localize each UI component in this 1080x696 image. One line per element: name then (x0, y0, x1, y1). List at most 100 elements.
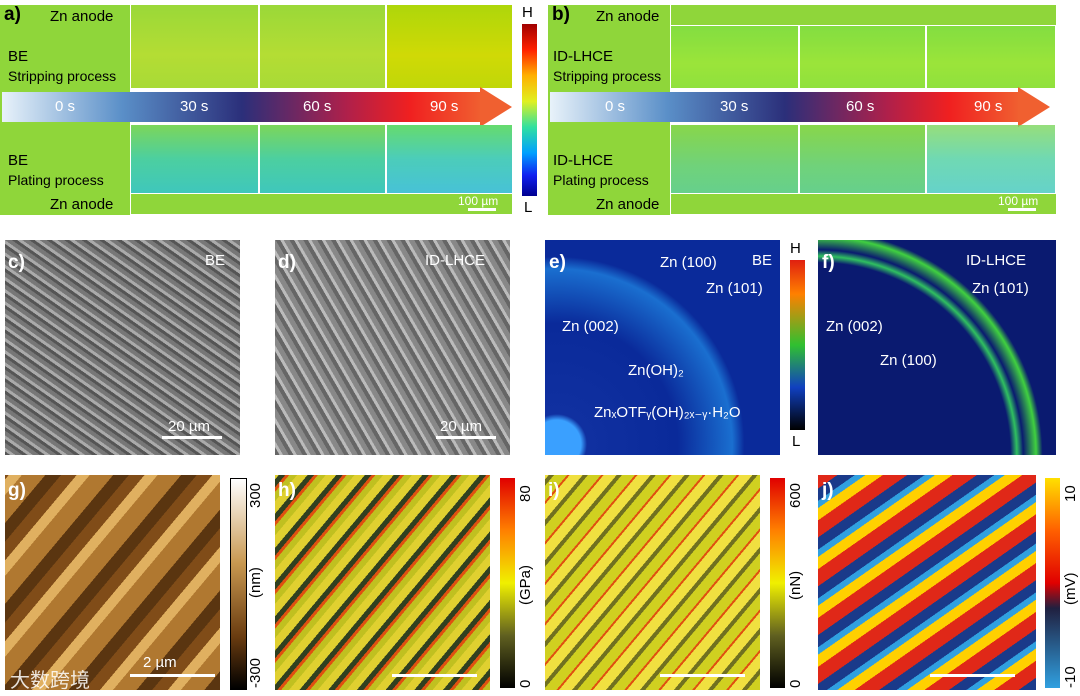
potential-image (818, 475, 1036, 690)
image (131, 194, 512, 214)
anode-label: Zn anode (50, 196, 114, 213)
image (927, 125, 1055, 193)
scale-label: 20 µm (168, 418, 210, 435)
sample-tag: BE (752, 252, 773, 269)
process-name: Stripping process (8, 68, 117, 84)
colorbar-max: 80 (517, 485, 534, 502)
panel-label: g) (8, 480, 26, 501)
annotation: Zn (100) (880, 352, 937, 369)
image (671, 5, 1056, 25)
scale-bar (392, 674, 477, 677)
annotation: Zn (002) (562, 318, 619, 335)
watermark: 大数跨境 (10, 668, 90, 692)
panel-label: e) (549, 252, 566, 273)
image (131, 125, 258, 193)
arrow-head (480, 87, 512, 127)
colorbar (522, 24, 537, 196)
annotation: Zn (002) (826, 318, 883, 335)
time-label: 90 s (430, 98, 459, 115)
colorbar-low: L (792, 433, 801, 450)
image (131, 5, 258, 88)
arrow-head (1018, 87, 1050, 127)
colorbar-max: 10 (1062, 485, 1079, 502)
colorbar-unit: (nm) (247, 567, 264, 598)
time-label: 90 s (974, 98, 1003, 115)
image (671, 125, 798, 193)
annotation: Zn (101) (706, 280, 763, 297)
panel-a-bg (0, 125, 130, 215)
image (671, 26, 798, 88)
sample-tag: ID-LHCE (425, 252, 486, 269)
image (387, 125, 512, 193)
scale-bar (1008, 208, 1036, 211)
electrolyte-name: BE (8, 48, 29, 65)
colorbar-unit: (GPa) (517, 564, 534, 605)
colorbar-unit: (nN) (787, 570, 804, 600)
image (387, 5, 512, 88)
image (671, 194, 1056, 214)
time-label: 60 s (846, 98, 875, 115)
colorbar (500, 478, 515, 688)
colorbar-max: 300 (247, 482, 264, 508)
anode-label: Zn anode (596, 8, 660, 25)
colorbar-high: H (790, 240, 801, 257)
anode-label: Zn anode (50, 8, 114, 25)
adhesion-image (545, 475, 760, 690)
annotation: Zn (101) (972, 280, 1029, 297)
scale-bar (436, 436, 496, 439)
time-arrow (2, 92, 482, 122)
colorbar-unit: (mV) (1062, 572, 1079, 606)
sem-image (275, 240, 510, 455)
scale-bar (930, 674, 1015, 677)
scale-label: 20 µm (440, 418, 482, 435)
xrd-image (545, 240, 780, 455)
sem-image (5, 240, 240, 455)
colorbar-min: -300 (247, 657, 264, 688)
panel-label: b) (552, 4, 570, 25)
scale-label: 100 µm (998, 194, 1039, 208)
colorbar-min: -10 (1062, 666, 1079, 688)
time-arrow (550, 92, 1020, 122)
time-label: 60 s (303, 98, 332, 115)
colorbar (1045, 478, 1060, 688)
colorbar (770, 478, 785, 688)
process-name: Plating process (8, 172, 104, 188)
panel-label: h) (278, 480, 296, 501)
electrolyte-name: ID-LHCE (553, 48, 614, 65)
scale-bar (660, 674, 745, 677)
panel-label: a) (4, 4, 21, 25)
colorbar-low: L (524, 199, 533, 216)
time-label: 30 s (180, 98, 209, 115)
image (260, 125, 385, 193)
anode-label: Zn anode (596, 196, 660, 213)
process-name: Stripping process (553, 68, 662, 84)
panel-label: c) (8, 252, 25, 273)
image (260, 5, 385, 88)
time-label: 0 s (605, 98, 626, 115)
process-name: Plating process (553, 172, 649, 188)
scale-label: 100 µm (458, 194, 499, 208)
annotation: Zn (100) (660, 254, 717, 271)
panel-label: f) (822, 252, 835, 273)
sample-tag: BE (205, 252, 226, 269)
image (927, 26, 1055, 88)
scale-bar (162, 436, 222, 439)
panel-b-bg (548, 125, 670, 215)
panel-label: i) (548, 480, 560, 501)
scale-bar (130, 674, 215, 677)
panel-label: d) (278, 252, 296, 273)
colorbar (790, 260, 805, 430)
time-label: 30 s (720, 98, 749, 115)
image (800, 125, 925, 193)
sample-tag: ID-LHCE (966, 252, 1027, 269)
annotation: Zn(OH)₂ (628, 362, 684, 379)
electrolyte-name: BE (8, 152, 29, 169)
colorbar (230, 478, 247, 690)
colorbar-max: 600 (787, 482, 804, 508)
panel-label: j) (822, 480, 834, 501)
scale-label: 2 µm (143, 654, 177, 671)
time-label: 0 s (55, 98, 76, 115)
colorbar-min: 0 (517, 679, 534, 688)
colorbar-min: 0 (787, 679, 804, 688)
